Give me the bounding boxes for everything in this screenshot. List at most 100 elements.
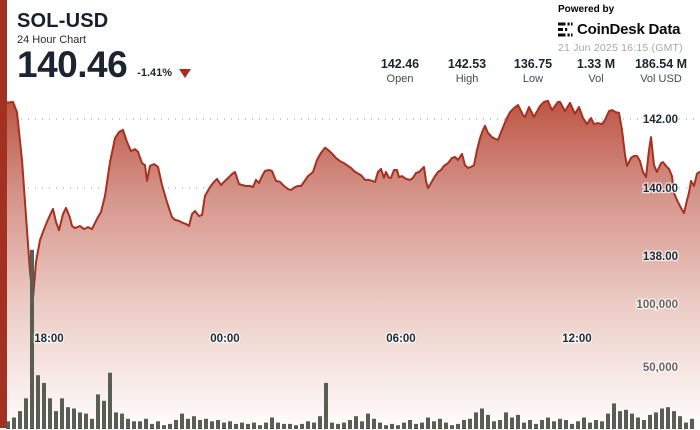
volume-bar — [234, 423, 238, 429]
volume-bar — [618, 411, 622, 429]
volume-bar — [84, 413, 88, 429]
volume-bar — [414, 423, 418, 429]
stat-volume: 1.33 M Vol — [567, 57, 625, 85]
volume-bar — [492, 421, 496, 429]
volume-bar — [198, 420, 202, 429]
volume-bar — [630, 413, 634, 429]
volume-bar — [216, 420, 220, 429]
volume-bar — [402, 422, 406, 429]
volume-bar — [18, 411, 22, 429]
stat-open-label: Open — [386, 73, 414, 85]
volume-bar — [336, 423, 340, 429]
price-area-fill — [0, 100, 700, 430]
volume-bar — [600, 421, 604, 429]
price-line — [0, 99, 700, 300]
volume-bar — [450, 425, 454, 429]
volume-bar — [456, 423, 460, 429]
volume-bar — [384, 425, 388, 429]
stat-high: 142.53 High — [435, 57, 499, 85]
price-axis-label: 138.00 — [643, 251, 678, 263]
volume-bar — [420, 422, 424, 429]
volume-bar — [138, 421, 142, 429]
volume-bar — [48, 398, 52, 429]
stat-volume-usd: 186.54 M Vol USD — [625, 57, 697, 85]
time-axis-label: 06:00 — [386, 333, 415, 345]
volume-bar — [522, 422, 526, 429]
volume-bar — [606, 413, 610, 429]
volume-bar — [666, 407, 670, 429]
volume-bar — [528, 420, 532, 429]
volume-bar — [672, 411, 676, 429]
volume-bar — [408, 420, 412, 429]
volume-bar — [78, 412, 82, 429]
volume-bar — [258, 425, 262, 429]
volume-bar — [432, 421, 436, 429]
stat-volume-label: Vol — [588, 73, 604, 85]
time-axis-label: 18:00 — [34, 333, 63, 345]
volume-bar — [36, 375, 40, 429]
volume-bar — [102, 400, 106, 429]
volume-bar — [282, 423, 286, 429]
volume-bar — [174, 420, 178, 429]
volume-bar — [72, 408, 76, 429]
volume-bar — [6, 421, 10, 429]
volume-bar — [372, 418, 376, 429]
volume-bar — [510, 417, 514, 429]
volume-bar — [486, 414, 490, 429]
stat-high-value: 142.53 — [447, 57, 487, 71]
volume-bar — [108, 372, 112, 429]
volume-bar — [468, 418, 472, 429]
volume-bar — [144, 418, 148, 429]
coindesk-logo[interactable]: CoinDesk Data — [558, 21, 698, 38]
stat-volume-usd-value: 186.54 M — [634, 57, 688, 71]
volume-bar — [660, 408, 664, 429]
volume-bar — [588, 422, 592, 429]
volume-bar — [186, 418, 190, 429]
volume-bar — [342, 422, 346, 429]
volume-bar — [192, 416, 196, 429]
volume-bar — [378, 422, 382, 429]
price-down-triangle-icon — [179, 68, 192, 78]
volume-bar — [228, 421, 232, 429]
volume-bar — [612, 403, 616, 429]
time-axis-label: 00:00 — [210, 333, 239, 345]
price-axis-label: 140.00 — [643, 183, 678, 195]
coindesk-logo-text: CoinDesk Data — [577, 21, 681, 38]
volume-bar — [444, 422, 448, 429]
volume-bar — [564, 420, 568, 429]
volume-bar — [348, 420, 352, 429]
volume-bar — [42, 382, 46, 429]
volume-bar — [30, 249, 34, 429]
volume-axis-label: 100,000 — [636, 299, 678, 311]
volume-bar — [306, 421, 310, 429]
volume-bar — [246, 423, 250, 429]
volume-bar — [180, 413, 184, 429]
volume-bar — [294, 425, 298, 429]
volume-bar — [558, 418, 562, 429]
volume-bar — [498, 420, 502, 429]
volume-bar — [156, 421, 160, 429]
volume-bar — [66, 407, 70, 429]
volume-bar — [624, 409, 628, 429]
volume-bar — [354, 416, 358, 429]
volume-bar — [126, 418, 130, 429]
symbol-title: SOL-USD — [17, 10, 109, 32]
volume-bar — [690, 418, 694, 429]
volume-bar — [396, 425, 400, 429]
price-change-percent: -1.41% — [137, 67, 173, 79]
chart-period-subtitle: 24 Hour Chart — [17, 34, 87, 46]
volume-bar — [240, 422, 244, 429]
branding-block: Powered by CoinDesk Data 21 Jun 2025 16:… — [558, 4, 698, 54]
volume-bar — [330, 422, 334, 429]
volume-bar — [114, 412, 118, 429]
stat-volume-usd-label: Vol USD — [640, 73, 682, 85]
opening-drop-stripe — [0, 0, 7, 428]
volume-bar — [462, 420, 466, 429]
volume-bar — [276, 422, 280, 429]
volume-bar — [654, 412, 658, 429]
volume-bar — [96, 394, 100, 429]
volume-bar — [60, 398, 64, 429]
volume-bar — [678, 416, 682, 429]
